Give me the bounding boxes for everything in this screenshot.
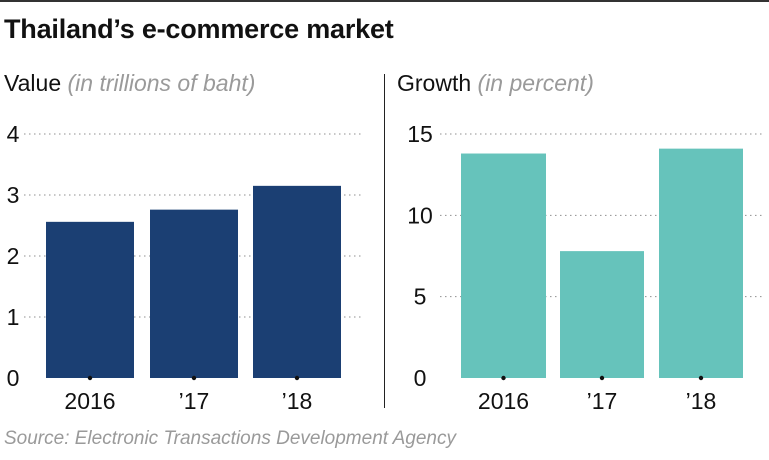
growth-chart-title: Growth [397, 70, 472, 96]
growth-x-tick-label: 2016 [478, 388, 529, 414]
growth-x-tick-mark [599, 375, 605, 381]
value-y-tick-label: 3 [7, 182, 20, 208]
source-note: Source: Electronic Transactions Developm… [4, 428, 456, 449]
value-x-tick-label: ’18 [282, 388, 313, 414]
growth-y-tick-label: 15 [407, 121, 433, 147]
value-x-tick-mark [294, 375, 300, 381]
growth-bar-1 [461, 153, 546, 378]
value-x-tick-mark [87, 375, 93, 381]
value-x-tick-label: ’17 [179, 388, 210, 414]
growth-y-tick-label: 5 [414, 284, 427, 310]
growth-x-tick-label: ’17 [587, 388, 618, 414]
growth-y-tick-label: 0 [414, 365, 427, 391]
value-y-tick-label: 0 [7, 365, 20, 391]
top-rule [0, 0, 769, 2]
growth-x-tick-label: ’18 [686, 388, 717, 414]
growth-chart-subtitle: Growth (in percent) [397, 70, 594, 97]
panel-divider [384, 74, 385, 408]
growth-x-tick-mark [698, 375, 704, 381]
growth-y-tick-label: 10 [407, 202, 433, 228]
value-y-tick-label: 4 [7, 121, 20, 147]
growth-x-tick-mark [501, 375, 506, 381]
growth-bar-2 [560, 251, 644, 378]
value-y-tick-label: 1 [7, 304, 20, 330]
value-chart-unit: (in trillions of baht) [67, 70, 256, 96]
growth-bar-3 [659, 148, 743, 378]
value-bar-2 [150, 209, 238, 378]
value-x-tick-mark [191, 375, 197, 381]
growth-chart-unit: (in percent) [477, 70, 594, 96]
value-bar-3 [253, 185, 341, 378]
value-bar-1 [46, 221, 134, 378]
chart-title: Thailand’s e-commerce market [4, 14, 394, 44]
value-y-tick-label: 2 [7, 243, 20, 269]
value-chart-subtitle: Value (in trillions of baht) [4, 70, 255, 97]
value-chart-title: Value [4, 70, 62, 96]
value-x-tick-label: 2016 [64, 388, 115, 414]
